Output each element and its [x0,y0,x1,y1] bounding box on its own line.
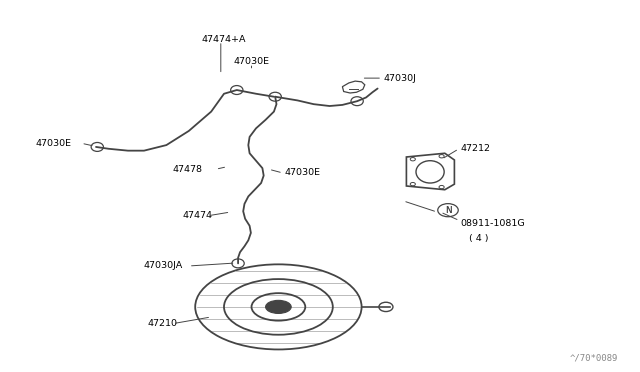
Text: ^/70*0089: ^/70*0089 [569,354,618,363]
Text: 47030E: 47030E [285,169,321,177]
Ellipse shape [266,300,291,314]
Text: 47212: 47212 [461,144,491,153]
Text: 47474: 47474 [182,211,212,220]
Text: N: N [445,206,451,215]
Text: 08911-1081G: 08911-1081G [461,219,525,228]
Text: 47210: 47210 [147,319,177,328]
Text: 47030E: 47030E [35,139,71,148]
Text: N: N [445,206,451,215]
Text: 47478: 47478 [173,165,203,174]
Text: 47030JA: 47030JA [144,262,183,270]
Text: 47030J: 47030J [384,74,417,83]
Text: 47030E: 47030E [234,57,269,66]
Text: 47474+A: 47474+A [202,35,246,44]
Text: ( 4 ): ( 4 ) [469,234,488,243]
